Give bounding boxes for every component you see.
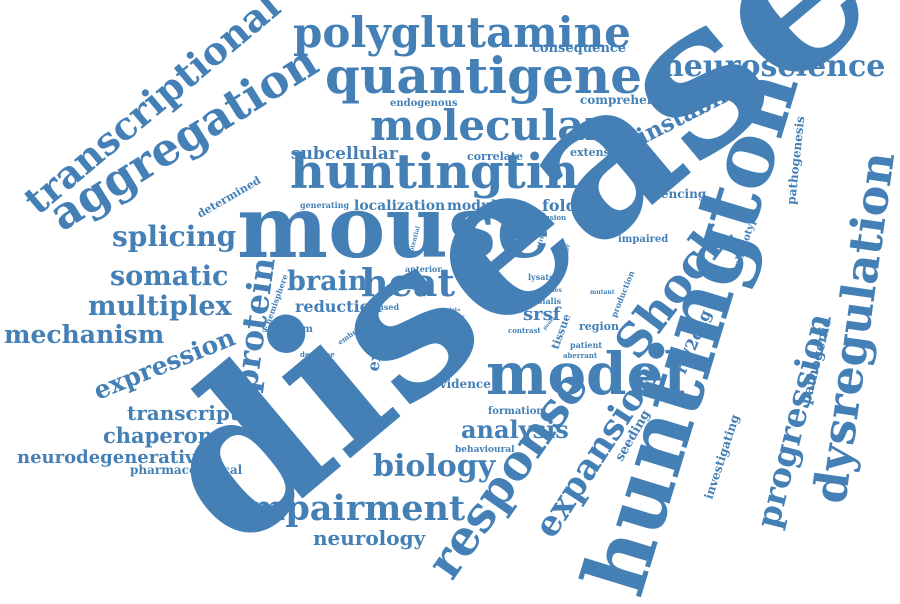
word-modulate: modulate bbox=[447, 198, 521, 214]
word-heat: heat bbox=[361, 260, 455, 305]
word-wild: wild bbox=[479, 286, 492, 292]
word-biology: biology bbox=[373, 449, 497, 484]
word-mutant: mutant bbox=[590, 289, 615, 296]
word-formation: formation bbox=[488, 406, 544, 417]
word-caused: caused bbox=[368, 302, 399, 312]
word-bodies: bodies bbox=[540, 287, 562, 294]
word-region: region bbox=[579, 320, 619, 333]
word-impairment: impairment bbox=[235, 488, 465, 529]
word-mouse: mouse bbox=[237, 177, 551, 278]
word-multiplex: multiplex bbox=[88, 291, 232, 322]
word-molecular: molecular bbox=[370, 101, 607, 150]
word-inclusion: inclusion bbox=[530, 213, 566, 222]
word-localization: localization bbox=[354, 198, 445, 214]
word-polyglutamine: polyglutamine bbox=[293, 8, 631, 57]
word-neuroscience: neuroscience bbox=[662, 49, 885, 84]
word-contrast: contrast bbox=[508, 326, 541, 335]
word-correlate: correlate bbox=[467, 150, 523, 163]
word-patient: patient bbox=[570, 340, 602, 350]
word-aberrant: aberrant bbox=[563, 351, 598, 360]
word-data: data bbox=[448, 307, 461, 313]
word-somatic: somatic bbox=[110, 261, 228, 292]
word-symptom: symptom bbox=[262, 324, 313, 335]
word-endogenous: endogenous bbox=[390, 98, 458, 109]
word-splicing: splicing bbox=[112, 220, 236, 253]
word-impaired: impaired bbox=[618, 234, 668, 245]
word-model: model bbox=[486, 340, 686, 408]
word-chaperone: chaperone bbox=[103, 423, 226, 448]
word-decrease: decrease bbox=[300, 350, 335, 359]
word-mechanism: mechanism bbox=[4, 320, 164, 349]
word-folding: folding bbox=[542, 196, 606, 215]
word-more: more bbox=[487, 293, 505, 300]
word-subcellular: subcellular bbox=[291, 144, 399, 164]
word-evidence: evidence bbox=[432, 377, 491, 391]
word-transcript: transcript bbox=[127, 401, 240, 425]
word-anterior: anterior bbox=[405, 264, 442, 274]
word-brain: brain bbox=[287, 266, 368, 297]
word-level: level bbox=[428, 331, 462, 346]
word-consequence: consequence bbox=[532, 41, 626, 56]
word-factor: factor bbox=[448, 314, 465, 320]
word-result: result bbox=[506, 306, 523, 312]
word-behavioural: behavioural bbox=[455, 445, 515, 455]
word-pharmacological: pharmacological bbox=[130, 463, 243, 477]
word-comprehensive: comprehensive bbox=[580, 93, 682, 107]
word-quantigene: quantigene bbox=[325, 46, 642, 105]
word-neurology: neurology bbox=[313, 526, 427, 550]
word-srsf: srsf bbox=[523, 304, 562, 325]
word-clone: clone bbox=[451, 314, 462, 330]
word-tibialis: tibialis bbox=[530, 296, 562, 306]
word-extensive: extensive bbox=[570, 146, 627, 159]
word-silencing: silencing bbox=[645, 187, 707, 201]
word-sirt: sirt bbox=[492, 288, 502, 294]
word-disorder: disorder bbox=[560, 243, 572, 273]
word-generating: generating bbox=[300, 200, 350, 210]
word-neurodegenerative: neurodegenerative bbox=[17, 447, 207, 468]
word-reduction: reduction bbox=[295, 297, 382, 316]
word-specific: specific bbox=[403, 331, 433, 340]
word-analysis: analysis bbox=[461, 415, 569, 444]
word-huntingtin: huntingtin bbox=[290, 144, 579, 200]
word-lysate: lysate bbox=[528, 272, 554, 282]
word-type: type bbox=[487, 300, 501, 307]
